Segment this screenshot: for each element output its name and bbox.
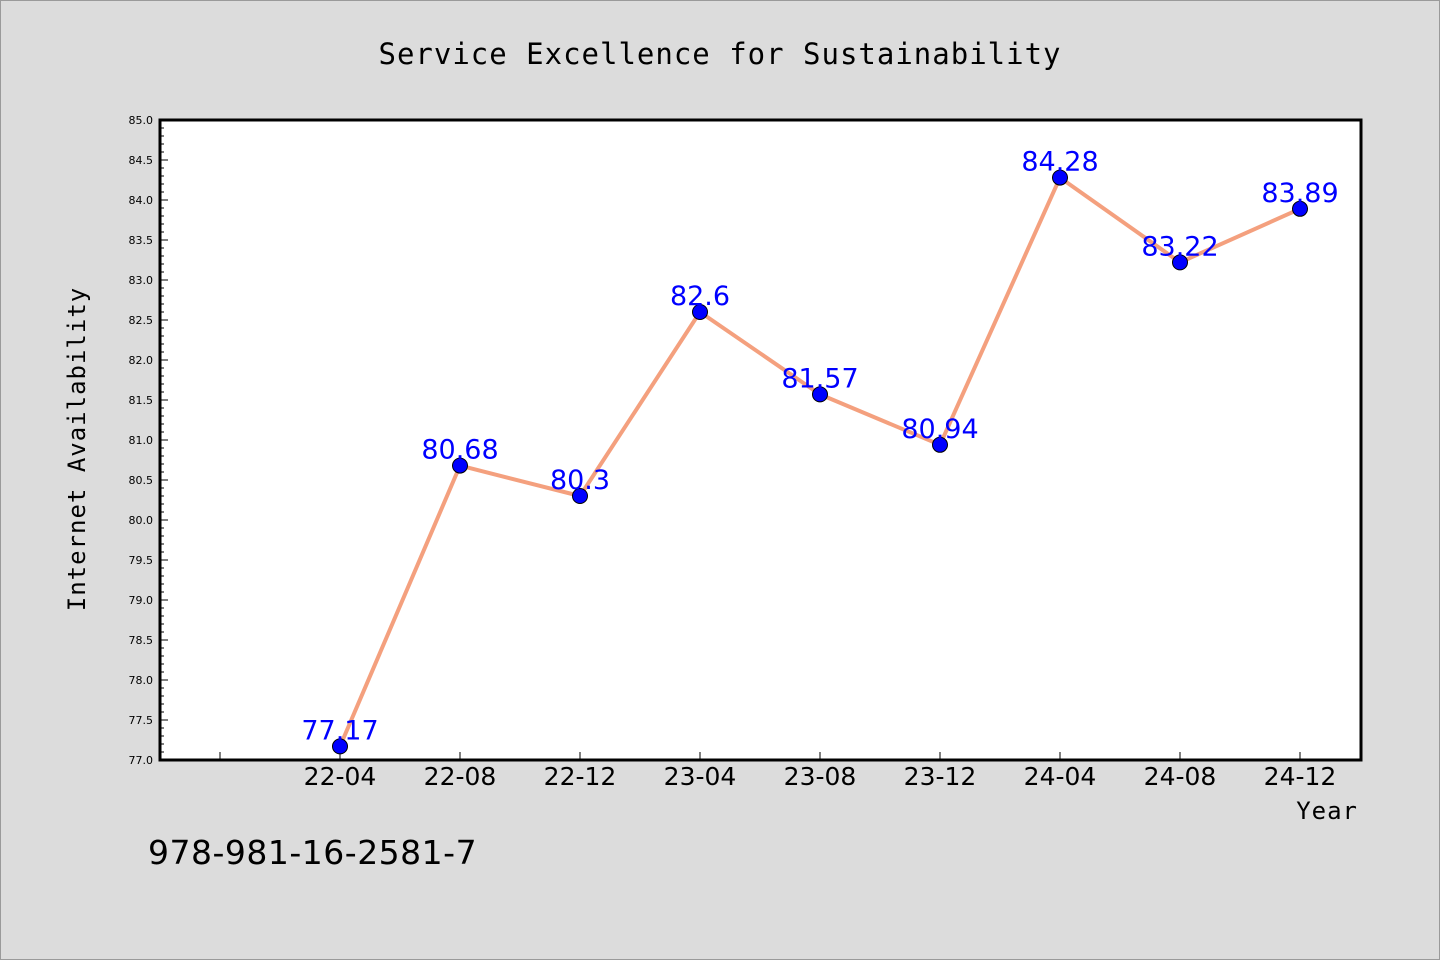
y-tick-label: 79.0 — [129, 594, 154, 607]
y-tick-label: 78.5 — [129, 634, 154, 647]
x-tick-label: 22-08 — [424, 762, 497, 791]
y-tick-label: 80.5 — [129, 474, 154, 487]
y-tick-label: 80.0 — [129, 514, 154, 527]
y-tick-label: 82.5 — [129, 314, 154, 327]
data-label: 82.6 — [670, 281, 730, 312]
y-tick-label: 83.0 — [129, 274, 154, 287]
data-point-marker — [572, 488, 588, 504]
y-tick-label: 84.5 — [129, 154, 154, 167]
y-axis: 77.0 77.5 78.0 78.5 79.0 79.5 80.0 80.5 81.0 81.5… — [129, 114, 168, 767]
x-axis-title: Year — [1296, 797, 1358, 825]
data-point-marker — [1172, 254, 1188, 271]
data-point-marker — [932, 436, 948, 453]
y-tick-label: 82.0 — [129, 354, 154, 367]
y-tick-label: 78.0 — [129, 674, 154, 687]
x-tick-label: 24-04 — [1024, 762, 1097, 791]
data-label: 84.28 — [1021, 147, 1098, 178]
x-tick-label: 24-12 — [1264, 762, 1337, 791]
x-tick-label: 22-04 — [304, 762, 377, 791]
x-axis: 22-04 22-08 22-12 23-04 23-08 23-12 24-04 24-08… — [219, 752, 1337, 791]
data-label: 83.22 — [1141, 231, 1218, 262]
data-label: 80.3 — [550, 465, 610, 496]
y-tick-label: 81.5 — [129, 394, 154, 407]
x-tick-label: 24-08 — [1144, 762, 1217, 791]
x-tick-label: 23-12 — [904, 762, 977, 791]
isbn-text: 978-981-16-2581-7 — [148, 833, 478, 872]
data-point-marker — [1052, 169, 1068, 186]
y-axis-title: Internet Availability — [63, 287, 91, 611]
data-label-group: 77.17 80.68 80.3 82.6 81.57 80.94 84.28 83.22 83… — [301, 147, 1338, 747]
data-point-marker — [692, 304, 708, 320]
data-label: 80.68 — [421, 435, 498, 466]
data-point-marker — [332, 738, 348, 755]
y-tick-label: 77.5 — [129, 714, 154, 727]
data-point-marker — [812, 386, 828, 403]
y-tick-label: 79.5 — [129, 554, 154, 567]
y-tick-label: 85.0 — [129, 114, 154, 127]
x-tick-label: 22-12 — [544, 762, 617, 791]
y-tick-label: 81.0 — [129, 434, 154, 447]
y-tick-label: 83.5 — [129, 234, 154, 247]
data-point-marker — [1292, 200, 1308, 217]
plot-area — [158, 118, 1363, 762]
data-point-marker — [452, 457, 468, 474]
data-label: 80.94 — [901, 414, 978, 445]
data-label: 81.57 — [781, 363, 858, 394]
y-tick-label: 77.0 — [129, 754, 154, 767]
chart-title: Service Excellence for Sustainability — [378, 37, 1061, 71]
data-label: 83.89 — [1261, 178, 1338, 209]
x-tick-label: 23-08 — [784, 762, 857, 791]
data-label: 77.17 — [301, 715, 378, 746]
x-tick-label: 23-04 — [664, 762, 737, 791]
series-line-group — [332, 169, 1308, 755]
y-tick-label: 84.0 — [129, 194, 154, 207]
